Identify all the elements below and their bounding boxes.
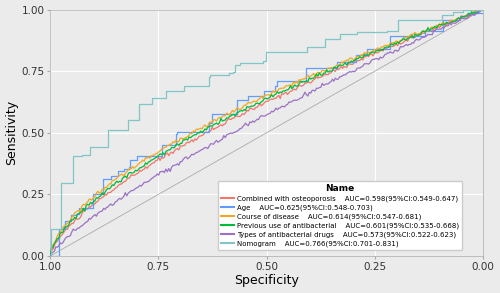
Legend: Combined with osteoporosis    AUC=0.598(95%CI:0.549-0.647), Age    AUC=0.625(95%: Combined with osteoporosis AUC=0.598(95%… bbox=[218, 181, 462, 250]
X-axis label: Specificity: Specificity bbox=[234, 275, 299, 287]
Y-axis label: Sensitivity: Sensitivity bbox=[6, 100, 18, 165]
